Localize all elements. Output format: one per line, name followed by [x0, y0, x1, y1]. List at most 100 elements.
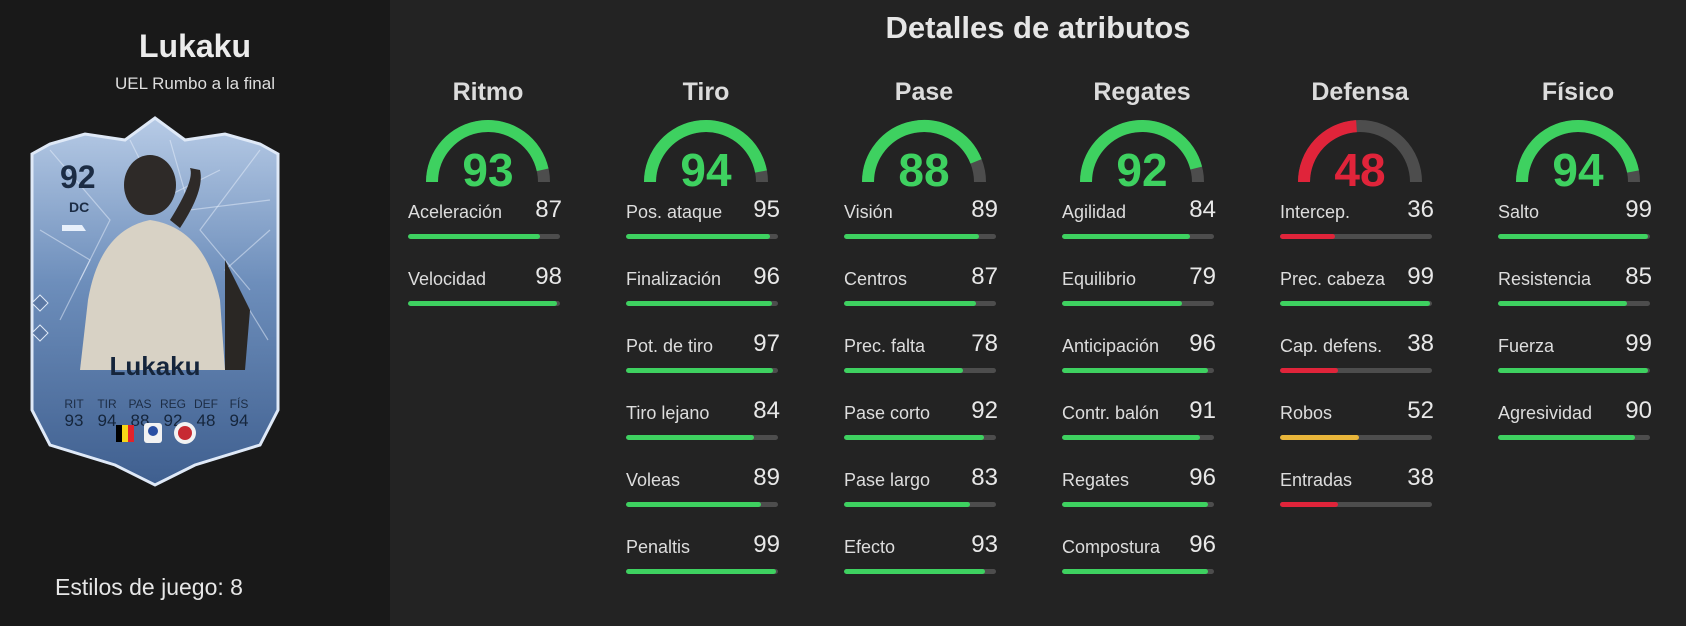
stat-list: Aceleración 87 Velocidad 98 — [408, 196, 568, 330]
stat-value: 36 — [1407, 196, 1434, 223]
stat-row: Compostura 96 — [1062, 531, 1222, 598]
stat-label: Pot. de tiro — [626, 336, 714, 356]
stat-bar-fill — [408, 234, 541, 239]
stat-bar-fill — [626, 368, 774, 373]
category-gauge: 92 — [1080, 120, 1204, 188]
stat-row: Penaltis 99 — [626, 531, 786, 598]
category-name: Regates — [1093, 78, 1191, 106]
stat-bar-fill — [1062, 569, 1208, 574]
stat-label: Agilidad — [1062, 202, 1127, 222]
stat-value: 99 — [753, 531, 780, 558]
attribute-column-5: Físico 94 Salto 99 Resistencia 85 Fuerza 99 Agre… — [1498, 78, 1658, 464]
card-stat-label: RIT — [64, 397, 84, 411]
gauge-fill — [1516, 120, 1639, 183]
card-position: DC — [69, 199, 89, 215]
stat-bar-fill — [1280, 502, 1338, 507]
stat-value: 78 — [971, 330, 998, 357]
gauge-fill — [862, 120, 982, 183]
stat-row: Velocidad 98 — [408, 263, 568, 330]
gauge-fill — [1080, 120, 1203, 183]
stat-value: 90 — [1625, 397, 1652, 424]
stat-bar — [1280, 234, 1432, 239]
stat-row: Robos 52 — [1280, 397, 1440, 464]
card-stat-value: 93 — [65, 411, 84, 430]
stat-row: Pot. de tiro 97 — [626, 330, 786, 397]
stat-bar-fill — [626, 569, 777, 574]
category-value: 48 — [1334, 144, 1385, 188]
flag-belgium-icon — [116, 425, 134, 442]
stat-value: 99 — [1407, 263, 1434, 290]
stat-bar-fill — [1280, 368, 1338, 373]
stat-bar — [626, 435, 778, 440]
stat-row: Pos. ataque 95 — [626, 196, 786, 263]
stat-row: Intercep. 36 — [1280, 196, 1440, 263]
stat-row: Salto 99 — [1498, 196, 1658, 263]
stat-list: Agilidad 84 Equilibrio 79 Anticipación 96 Cont… — [1062, 196, 1222, 598]
player-panel: Lukaku UEL Rumbo a la final 92 DC — [0, 0, 390, 626]
stat-row: Entradas 38 — [1280, 464, 1440, 531]
stat-value: 96 — [1189, 330, 1216, 357]
stat-label: Prec. falta — [844, 336, 926, 356]
stat-label: Entradas — [1280, 470, 1353, 490]
stat-label: Fuerza — [1498, 336, 1555, 356]
stat-bar — [1280, 301, 1432, 306]
stat-value: 38 — [1407, 330, 1434, 357]
league-logo-icon — [144, 423, 162, 443]
category-gauge: 93 — [426, 120, 550, 188]
stat-bar — [1062, 234, 1214, 239]
attribute-column-1: Tiro 94 Pos. ataque 95 Finalización 96 Pot. de… — [626, 78, 786, 598]
stat-label: Intercep. — [1280, 202, 1351, 222]
stat-bar-fill — [626, 301, 772, 306]
stat-value: 93 — [971, 531, 998, 558]
playstyle-icon — [31, 294, 49, 312]
boot-icon — [62, 225, 86, 231]
stat-list: Pos. ataque 95 Finalización 96 Pot. de tiro 9… — [626, 196, 786, 598]
stat-bar — [1062, 502, 1214, 507]
player-card[interactable]: 92 DC Lukaku RIT93TIR94PAS88REG92DEF48FÍ… — [20, 110, 290, 490]
stat-bar-fill — [1062, 368, 1208, 373]
stat-row: Fuerza 99 — [1498, 330, 1658, 397]
stat-row: Prec. cabeza 99 — [1280, 263, 1440, 330]
player-name: Lukaku — [138, 28, 252, 64]
category-value: 94 — [680, 144, 732, 188]
stat-label: Prec. cabeza — [1280, 269, 1386, 289]
section-title: Detalles de atributos — [885, 10, 1191, 45]
stat-bar — [626, 301, 778, 306]
stat-bar-fill — [844, 368, 963, 373]
stat-row: Efecto 93 — [844, 531, 1004, 598]
stat-row: Pase corto 92 — [844, 397, 1004, 464]
stat-label: Resistencia — [1498, 269, 1592, 289]
stat-row: Prec. falta 78 — [844, 330, 1004, 397]
category-gauge: 48 — [1298, 120, 1422, 188]
playstyle-icon — [31, 324, 49, 342]
stat-value: 91 — [1189, 397, 1216, 424]
category-value: 94 — [1552, 144, 1604, 188]
card-stat-label: PAS — [128, 397, 151, 411]
category-gauge: 94 — [1516, 120, 1640, 188]
card-stat-label: TIR — [97, 397, 117, 411]
stat-label: Centros — [844, 269, 908, 289]
stat-row: Agilidad 84 — [1062, 196, 1222, 263]
stat-bar — [1498, 301, 1650, 306]
playstyles-count: Estilos de juego: 8 — [55, 574, 243, 600]
stat-bar-fill — [1062, 301, 1183, 306]
stat-row: Tiro lejano 84 — [626, 397, 786, 464]
stat-bar-fill — [408, 301, 557, 306]
stat-bar-fill — [626, 234, 771, 239]
category-name: Pase — [894, 78, 954, 106]
stat-bar — [844, 234, 996, 239]
stat-row: Aceleración 87 — [408, 196, 568, 263]
stat-label: Regates — [1062, 470, 1130, 490]
stat-value: 52 — [1407, 397, 1434, 424]
stat-row: Pase largo 83 — [844, 464, 1004, 531]
stat-label: Efecto — [844, 537, 896, 557]
category-value: 92 — [1116, 144, 1167, 188]
stat-value: 87 — [535, 196, 562, 223]
category-value: 88 — [898, 144, 949, 188]
stat-value: 79 — [1189, 263, 1216, 290]
stat-bar — [1062, 435, 1214, 440]
stat-row: Anticipación 96 — [1062, 330, 1222, 397]
stat-label: Anticipación — [1062, 336, 1160, 356]
stat-value: 84 — [753, 397, 780, 424]
